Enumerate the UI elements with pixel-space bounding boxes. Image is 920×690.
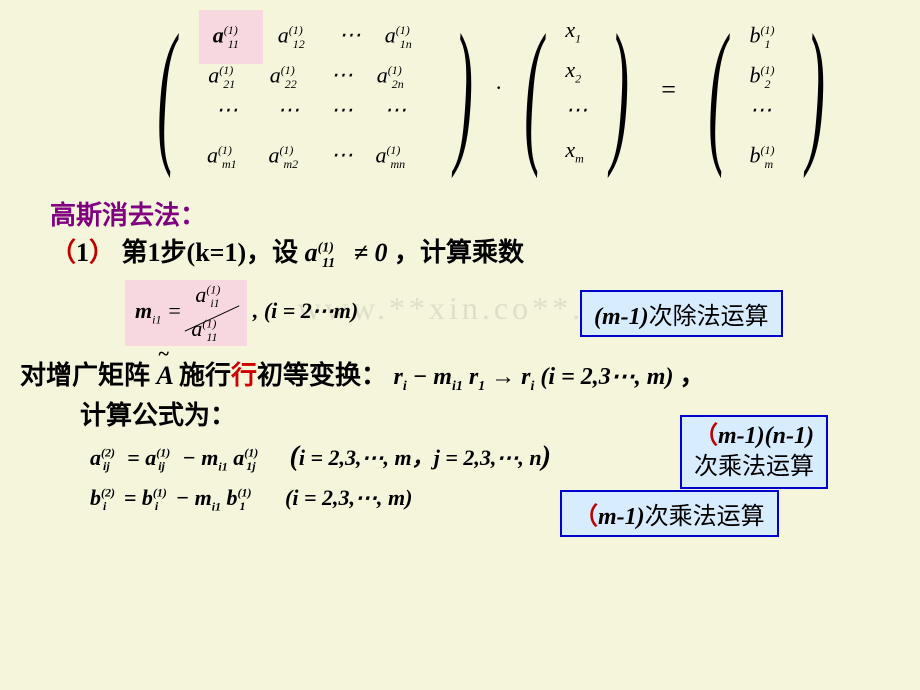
paren-open: ( <box>157 10 176 170</box>
m-formula-highlight: mi1 = a(1)i1 a(1)11 <box>125 280 247 346</box>
box-mult-count-1: （m-1)(n-1) 次乘法运算 <box>680 415 828 489</box>
gauss-title: 高斯消去法： <box>50 195 206 232</box>
calc-label: 计算公式为： <box>80 395 236 432</box>
equation-a: a(2)ij = a(1)ij − mi1 a(1)1j (i = 2,3,⋯,… <box>90 440 551 474</box>
augmented-text: 对增广矩阵 ~ A 施行行初等变换： ri − mi1 r1 → ri (i =… <box>20 355 705 395</box>
dot-sign: · <box>496 75 502 100</box>
paren-open-b: ( <box>708 10 727 170</box>
paren-close: ) <box>454 10 473 170</box>
matrix-a: a(1)11 a(1)12 ⋯ a(1)1n a(1)21 a(1)22 ⋯ a… <box>199 10 432 170</box>
matrix-equation: ( a(1)11 a(1)12 ⋯ a(1)1n a(1)21 a(1)22 ⋯… <box>140 10 842 170</box>
paren-close-b: ) <box>806 10 825 170</box>
box-division-count: (m-1)次除法运算 <box>580 290 783 337</box>
m-formula: mi1 = a(1)i1 a(1)11 , (i = 2⋯m) <box>125 280 358 346</box>
paren-open-x: ( <box>524 10 543 170</box>
equation-b: b(2)i = b(1)i − mi1 b(1)1 (i = 2,3,⋯, m) <box>90 485 413 514</box>
equals-sign: = <box>660 75 678 104</box>
paren-red: （ <box>50 238 76 267</box>
step1-text: （1） 第1步(k=1)，设 a(1)11 ≠ 0 ，计算乘数 <box>50 232 524 272</box>
box-mult-count-2: （m-1)次乘法运算 <box>560 490 779 537</box>
matrix-x: x1 x2 ⋯ xm <box>565 10 587 170</box>
paren-close-x: ) <box>610 10 629 170</box>
matrix-b: b(1)1 b(1)2 ⋯ b(1)m <box>749 10 783 170</box>
